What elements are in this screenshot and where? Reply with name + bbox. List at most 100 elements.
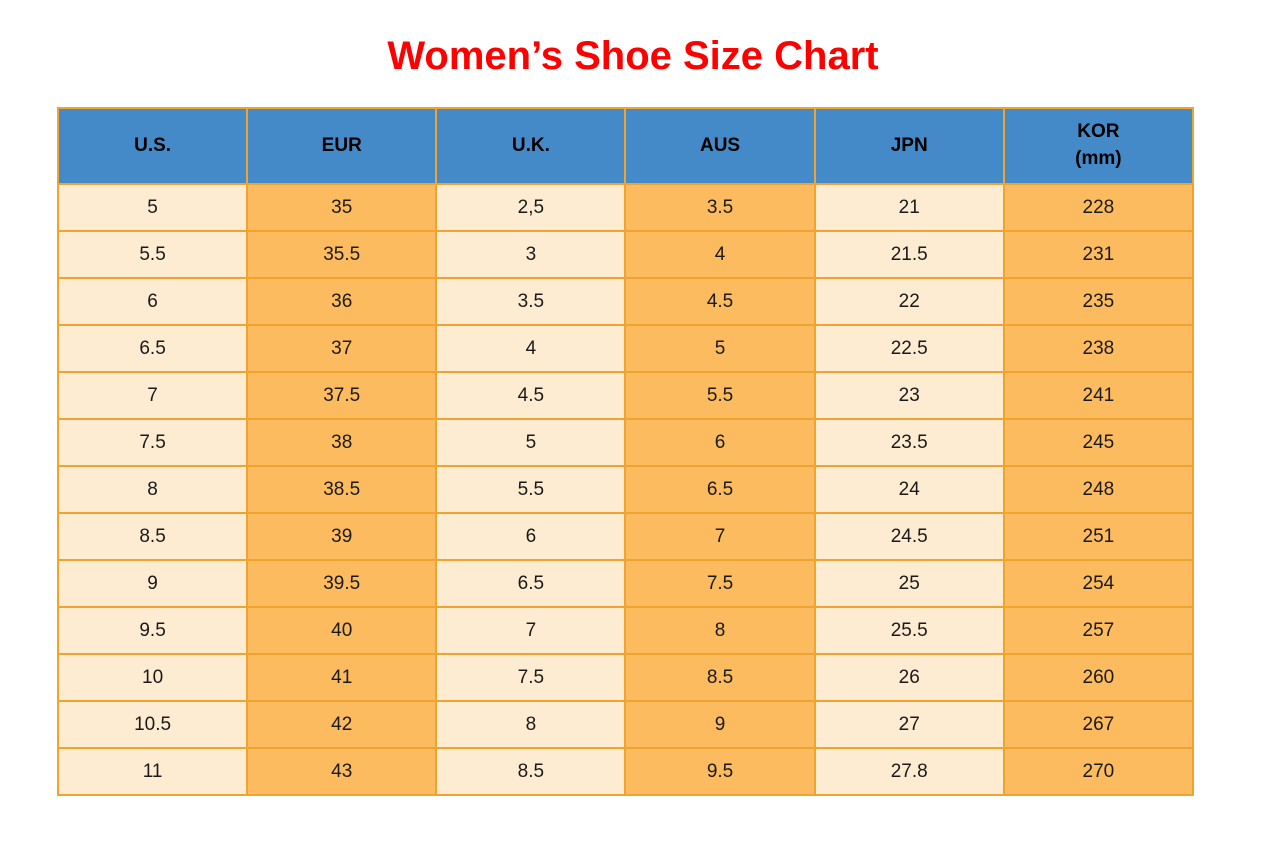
cell-aus: 7.5 (624, 559, 816, 608)
cell-aus: 6 (624, 418, 816, 467)
cell-uk: 8.5 (435, 747, 627, 796)
column-header-kor: KOR (mm) (1002, 107, 1195, 185)
cell-jpn: 25.5 (813, 606, 1005, 655)
cell-kor: 254 (1002, 559, 1195, 608)
column-header-uk: U.K. (435, 107, 627, 185)
cell-uk: 3.5 (435, 277, 627, 326)
column-header-aus: AUS (624, 107, 816, 185)
table-row: 9.5 40 7 8 25.5 257 (56, 606, 1195, 655)
cell-uk: 7 (435, 606, 627, 655)
cell-eur: 37.5 (246, 371, 438, 420)
cell-aus: 3.5 (624, 183, 816, 232)
cell-eur: 43 (246, 747, 438, 796)
table-body: 5 35 2,5 3.5 21 228 5.5 35.5 3 4 21.5 231 6 36 3.5 4.5 2… (56, 183, 1195, 796)
cell-kor: 267 (1002, 700, 1195, 749)
cell-aus: 4 (624, 230, 816, 279)
cell-kor: 235 (1002, 277, 1195, 326)
cell-kor: 248 (1002, 465, 1195, 514)
cell-kor: 245 (1002, 418, 1195, 467)
cell-eur: 38 (246, 418, 438, 467)
cell-kor: 238 (1002, 324, 1195, 373)
cell-uk: 5.5 (435, 465, 627, 514)
cell-jpn: 24 (813, 465, 1005, 514)
cell-uk: 3 (435, 230, 627, 279)
cell-eur: 42 (246, 700, 438, 749)
cell-kor: 251 (1002, 512, 1195, 561)
cell-jpn: 22 (813, 277, 1005, 326)
cell-us: 10 (56, 653, 249, 702)
cell-aus: 4.5 (624, 277, 816, 326)
table-row: 7.5 38 5 6 23.5 245 (56, 418, 1195, 467)
cell-kor: 231 (1002, 230, 1195, 279)
cell-eur: 36 (246, 277, 438, 326)
cell-jpn: 26 (813, 653, 1005, 702)
cell-uk: 6 (435, 512, 627, 561)
cell-jpn: 21.5 (813, 230, 1005, 279)
table-row: 5 35 2,5 3.5 21 228 (56, 183, 1195, 232)
cell-aus: 6.5 (624, 465, 816, 514)
cell-us: 7.5 (56, 418, 249, 467)
page-title: Women’s Shoe Size Chart (387, 34, 879, 78)
table-row: 11 43 8.5 9.5 27.8 270 (56, 747, 1195, 796)
table-row: 6 36 3.5 4.5 22 235 (56, 277, 1195, 326)
header-row: U.S. EUR U.K. AUS JPN KOR (mm) (56, 107, 1195, 185)
cell-uk: 4.5 (435, 371, 627, 420)
cell-aus: 7 (624, 512, 816, 561)
table-row: 7 37.5 4.5 5.5 23 241 (56, 371, 1195, 420)
cell-jpn: 21 (813, 183, 1005, 232)
cell-uk: 8 (435, 700, 627, 749)
cell-eur: 39.5 (246, 559, 438, 608)
cell-us: 7 (56, 371, 249, 420)
column-header-eur: EUR (246, 107, 438, 185)
cell-aus: 5 (624, 324, 816, 373)
cell-us: 10.5 (56, 700, 249, 749)
cell-us: 11 (56, 747, 249, 796)
cell-us: 8.5 (56, 512, 249, 561)
cell-eur: 40 (246, 606, 438, 655)
cell-kor: 260 (1002, 653, 1195, 702)
cell-aus: 5.5 (624, 371, 816, 420)
cell-jpn: 23 (813, 371, 1005, 420)
column-header-jpn: JPN (813, 107, 1005, 185)
table-row: 8.5 39 6 7 24.5 251 (56, 512, 1195, 561)
shoe-size-table: U.S. EUR U.K. AUS JPN KOR (mm) 5 35 2,5 3.5 21 228 5… (56, 107, 1195, 796)
cell-us: 6.5 (56, 324, 249, 373)
cell-jpn: 23.5 (813, 418, 1005, 467)
cell-jpn: 27.8 (813, 747, 1005, 796)
table-row: 10 41 7.5 8.5 26 260 (56, 653, 1195, 702)
cell-uk: 2,5 (435, 183, 627, 232)
cell-jpn: 25 (813, 559, 1005, 608)
cell-jpn: 22.5 (813, 324, 1005, 373)
cell-us: 6 (56, 277, 249, 326)
cell-eur: 37 (246, 324, 438, 373)
cell-aus: 9 (624, 700, 816, 749)
cell-eur: 39 (246, 512, 438, 561)
cell-kor: 241 (1002, 371, 1195, 420)
cell-kor: 228 (1002, 183, 1195, 232)
cell-eur: 41 (246, 653, 438, 702)
table-row: 5.5 35.5 3 4 21.5 231 (56, 230, 1195, 279)
cell-uk: 6.5 (435, 559, 627, 608)
table-row: 6.5 37 4 5 22.5 238 (56, 324, 1195, 373)
cell-eur: 38.5 (246, 465, 438, 514)
cell-us: 9 (56, 559, 249, 608)
cell-aus: 8 (624, 606, 816, 655)
table-row: 8 38.5 5.5 6.5 24 248 (56, 465, 1195, 514)
cell-jpn: 27 (813, 700, 1005, 749)
cell-eur: 35 (246, 183, 438, 232)
cell-kor: 270 (1002, 747, 1195, 796)
cell-uk: 7.5 (435, 653, 627, 702)
cell-aus: 8.5 (624, 653, 816, 702)
column-header-us: U.S. (56, 107, 249, 185)
cell-jpn: 24.5 (813, 512, 1005, 561)
cell-eur: 35.5 (246, 230, 438, 279)
table-header: U.S. EUR U.K. AUS JPN KOR (mm) (56, 107, 1195, 185)
cell-us: 8 (56, 465, 249, 514)
table-row: 9 39.5 6.5 7.5 25 254 (56, 559, 1195, 608)
cell-uk: 4 (435, 324, 627, 373)
cell-us: 9.5 (56, 606, 249, 655)
table-row: 10.5 42 8 9 27 267 (56, 700, 1195, 749)
cell-uk: 5 (435, 418, 627, 467)
cell-us: 5 (56, 183, 249, 232)
